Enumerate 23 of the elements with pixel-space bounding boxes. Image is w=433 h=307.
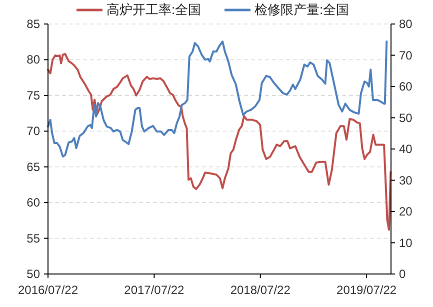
y-tick-label: 65 bbox=[26, 160, 40, 174]
x-tick-label: 2018/07/22 bbox=[230, 283, 291, 297]
y2-tick-label: 40 bbox=[399, 142, 413, 156]
y2-tick-label: 60 bbox=[399, 80, 413, 94]
y-tick-label: 70 bbox=[26, 124, 40, 138]
y2-tick-label: 0 bbox=[399, 267, 406, 281]
y2-tick-label: 50 bbox=[399, 110, 413, 125]
legend-label: 高炉开工率:全国 bbox=[106, 2, 202, 17]
legend-label: 检修限产量:全国 bbox=[254, 2, 350, 17]
y-tick-label: 85 bbox=[26, 17, 40, 31]
y2-tick-label: 70 bbox=[399, 48, 413, 62]
y-tick-label: 75 bbox=[26, 88, 40, 102]
y2-tick-label: 10 bbox=[399, 236, 413, 250]
y2-tick-label: 30 bbox=[399, 173, 413, 188]
y-tick-label: 55 bbox=[26, 231, 40, 246]
y-tick-label: 50 bbox=[26, 267, 40, 281]
x-tick-label: 2019/07/22 bbox=[336, 283, 397, 297]
y-tick-label: 60 bbox=[26, 196, 40, 210]
y2-tick-label: 80 bbox=[399, 17, 413, 31]
x-tick-label: 2017/07/22 bbox=[124, 283, 185, 297]
x-tick-label: 2016/07/22 bbox=[18, 283, 78, 297]
y-tick-label: 80 bbox=[26, 52, 40, 67]
y2-tick-label: 20 bbox=[399, 204, 413, 218]
